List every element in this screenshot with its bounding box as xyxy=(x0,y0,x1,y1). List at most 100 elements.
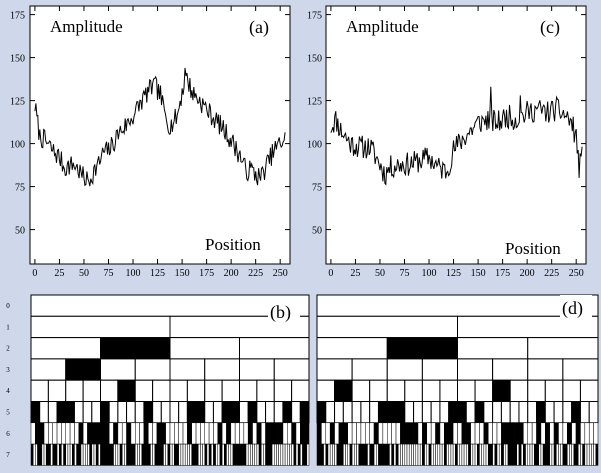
level-7-cell xyxy=(180,443,184,466)
level-7-cell xyxy=(439,443,443,466)
level-2-cell xyxy=(457,337,529,360)
level-6-cell xyxy=(584,422,590,445)
panel-d-label-bg xyxy=(560,295,592,319)
level-5-cell xyxy=(316,401,327,424)
level-4-cell xyxy=(186,379,206,403)
level-7-cell xyxy=(404,443,408,466)
level-5-cell xyxy=(500,401,511,424)
level-7-cell xyxy=(93,443,97,466)
level-label: 4 xyxy=(6,387,10,395)
level-6-cell xyxy=(545,422,550,445)
level-6-cell xyxy=(514,422,520,445)
level-7-cell xyxy=(265,443,268,466)
x-tick-label: 200 xyxy=(224,268,239,279)
level-7-cell xyxy=(321,443,324,466)
level-7-cell xyxy=(65,443,69,466)
y-tick-label: 175 xyxy=(307,11,322,22)
level-7-cell xyxy=(156,443,160,466)
level-5-cell xyxy=(160,401,171,424)
level-5-cell xyxy=(395,401,406,424)
panel-c-trace xyxy=(330,86,583,186)
level-7-cell xyxy=(586,443,590,466)
level-5-cell xyxy=(117,401,128,424)
level-7-cell xyxy=(256,443,260,466)
level-6-cell xyxy=(182,422,188,445)
panel-a-x-ticks: 0 25 50 75 100 125 150 175 200 225 250 xyxy=(32,268,287,279)
level-7-cell xyxy=(280,443,284,466)
level-7-cell xyxy=(260,443,264,466)
level-7-cell xyxy=(455,443,458,466)
level-6-cell xyxy=(571,422,577,445)
level-6-cell xyxy=(562,422,568,445)
level-6-cell xyxy=(553,422,559,445)
level-7-cell xyxy=(126,443,129,466)
level-6-cell xyxy=(208,422,214,445)
level-7-cell xyxy=(560,443,564,466)
level-7-cell xyxy=(498,443,502,466)
level-6-cell xyxy=(422,422,428,445)
level-5-cell xyxy=(108,401,119,424)
level-7-cell xyxy=(237,443,240,466)
level-5-cell xyxy=(536,401,546,424)
level-7-cell xyxy=(512,443,515,466)
level-7-cell xyxy=(382,443,386,466)
level-7-cell xyxy=(111,443,114,466)
level-7-cell xyxy=(100,443,103,466)
level-7-cell xyxy=(459,443,463,466)
level-6-cell xyxy=(30,422,36,445)
level-label: 7 xyxy=(6,451,10,459)
level-7-cell xyxy=(184,443,188,466)
level-6-cell xyxy=(69,422,75,445)
level-6-cell xyxy=(78,422,84,445)
level-7-cell xyxy=(289,443,292,466)
level-6-cell xyxy=(505,422,511,445)
level-5-cell xyxy=(562,401,573,424)
level-4-cell xyxy=(509,379,529,403)
level-7-cell xyxy=(448,443,452,466)
level-7-cell xyxy=(234,443,238,466)
level-4-cell xyxy=(30,379,49,403)
level-7-cell xyxy=(529,443,533,466)
level-7-cell xyxy=(393,443,397,466)
level-7-cell xyxy=(135,443,138,466)
level-4-cell xyxy=(562,379,581,403)
level-7-cell xyxy=(593,443,597,466)
level-6-cell xyxy=(531,422,537,445)
level-7-cell xyxy=(367,443,370,466)
level-7-cell xyxy=(397,443,401,466)
level-2-cell xyxy=(386,337,458,360)
level-7-cell xyxy=(503,443,507,466)
level-5-cell xyxy=(30,401,41,424)
level-1-cell xyxy=(30,315,171,339)
level-5-cell xyxy=(265,401,275,424)
level-4-cell xyxy=(334,379,353,403)
level-7-cell xyxy=(95,443,99,466)
y-tick-label: 125 xyxy=(307,97,322,108)
level-6-cell xyxy=(474,422,480,445)
y-tick-label: 100 xyxy=(10,140,25,151)
level-7-cell xyxy=(562,443,566,466)
level-5-cell xyxy=(178,401,188,424)
level-7-cell xyxy=(306,443,310,466)
level-7-cell xyxy=(591,443,594,466)
level-6-cell xyxy=(518,422,524,445)
x-tick-label: 100 xyxy=(126,268,141,279)
level-6-cell xyxy=(174,422,179,445)
y-tick-label: 75 xyxy=(15,183,25,194)
level-7-cell xyxy=(169,443,173,466)
level-6-cell xyxy=(48,422,53,445)
level-7-cell xyxy=(474,443,478,466)
level-4-cell xyxy=(239,379,258,403)
level-7-cell xyxy=(119,443,123,466)
x-tick-label: 50 xyxy=(79,268,89,279)
level-7-cell xyxy=(463,443,467,466)
panel-a-frame xyxy=(29,5,291,265)
level-7-cell xyxy=(150,443,153,466)
level-label: 5 xyxy=(6,409,10,417)
level-5-cell xyxy=(509,401,520,424)
x-tick-label: 0 xyxy=(328,268,333,279)
level-6-cell xyxy=(178,422,184,445)
level-7-cell xyxy=(318,443,322,466)
level-6-cell xyxy=(65,422,71,445)
level-7-cell xyxy=(556,443,559,466)
